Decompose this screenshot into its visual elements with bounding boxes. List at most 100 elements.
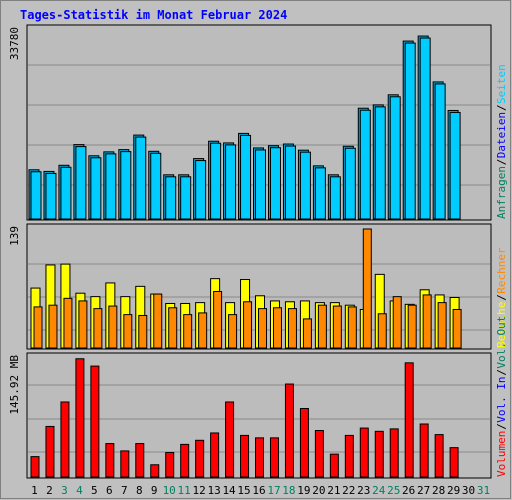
bar-rechner bbox=[258, 308, 268, 349]
bar-volumen bbox=[180, 443, 190, 478]
day-label: 28 bbox=[432, 484, 445, 497]
day-label: 5 bbox=[91, 484, 98, 497]
bar-rechner bbox=[138, 314, 148, 349]
day-label: 13 bbox=[207, 484, 220, 497]
bar-rechner bbox=[347, 306, 357, 349]
bar-rechner bbox=[452, 308, 462, 349]
bar-anfragen bbox=[299, 151, 311, 220]
day-label: 29 bbox=[447, 484, 460, 497]
legend-separator: / bbox=[495, 423, 508, 430]
legend-label-vol-in: Vol. In bbox=[495, 376, 508, 422]
bar-rechner bbox=[422, 294, 432, 349]
legend-label-vol-out: Vol. Out bbox=[495, 316, 508, 369]
legend-separator: / bbox=[495, 369, 508, 376]
day-label: 24 bbox=[372, 484, 386, 497]
bar-rechner bbox=[63, 297, 73, 349]
bar-anfragen bbox=[195, 160, 207, 220]
bar-volumen bbox=[210, 432, 220, 478]
bar-rechner bbox=[437, 302, 447, 349]
day-label: 20 bbox=[312, 484, 325, 497]
day-label: 27 bbox=[417, 484, 430, 497]
bar-volumen bbox=[165, 452, 175, 478]
day-label: 1 bbox=[31, 484, 38, 497]
bar-anfragen bbox=[255, 149, 267, 220]
bar-volumen bbox=[60, 401, 70, 478]
bar-rechner bbox=[228, 314, 238, 349]
day-label: 26 bbox=[402, 484, 415, 497]
legend-separator: / bbox=[495, 294, 508, 301]
bar-volumen bbox=[105, 443, 115, 478]
bar-rechner bbox=[392, 296, 402, 349]
day-label: 23 bbox=[357, 484, 370, 497]
bar-rechner bbox=[93, 308, 103, 349]
legend-label-seiten: Seiten bbox=[495, 64, 508, 104]
x-axis-day-labels: 1 2 3 4 5 6 7 8 9 10 11 12 13 14 15 16 17 18 19 20 21 22 23 24 2… bbox=[31, 484, 490, 497]
bar-anfragen bbox=[434, 83, 446, 220]
bar-anfragen bbox=[449, 111, 461, 220]
day-label: 31 bbox=[477, 484, 490, 497]
bar-anfragen bbox=[344, 147, 356, 220]
day-label: 25 bbox=[387, 484, 400, 497]
day-label: 16 bbox=[252, 484, 265, 497]
bar-volumen bbox=[150, 464, 160, 478]
bar-rechner bbox=[33, 306, 43, 349]
bar-anfragen bbox=[30, 171, 42, 220]
bar-rechner bbox=[168, 307, 178, 349]
day-label: 9 bbox=[151, 484, 158, 497]
bar-anfragen bbox=[105, 153, 117, 220]
bar-volumen bbox=[225, 401, 235, 478]
bar-rechner bbox=[377, 313, 387, 349]
day-label: 30 bbox=[462, 484, 475, 497]
day-label: 21 bbox=[327, 484, 340, 497]
bar-volumen bbox=[434, 434, 444, 478]
bar-volumen bbox=[90, 365, 100, 478]
bar-anfragen bbox=[389, 96, 401, 220]
chart-title: Tages-Statistik im Monat Februar 2024 bbox=[20, 8, 287, 22]
day-label: 12 bbox=[193, 484, 206, 497]
bar-rechner bbox=[78, 300, 88, 349]
bar-anfragen bbox=[165, 176, 177, 220]
bar-rechner bbox=[362, 228, 372, 349]
bar-anfragen bbox=[120, 151, 132, 220]
bar-volumen bbox=[120, 450, 130, 478]
bar-rechner bbox=[243, 301, 253, 349]
bar-anfragen bbox=[45, 172, 57, 220]
legend-label-anfragen: Anfragen bbox=[495, 166, 508, 219]
bar-rechner bbox=[213, 290, 223, 349]
bar-anfragen bbox=[419, 37, 431, 220]
day-label: 3 bbox=[61, 484, 68, 497]
legend-label-dateien: Dateien bbox=[495, 112, 508, 158]
bar-anfragen bbox=[359, 109, 371, 220]
day-label: 18 bbox=[282, 484, 295, 497]
bar-volumen bbox=[299, 407, 309, 478]
bar-volumen bbox=[75, 358, 85, 478]
bar-volumen bbox=[329, 453, 339, 478]
bar-anfragen bbox=[404, 42, 416, 220]
bar-volumen bbox=[240, 434, 250, 478]
day-label: 11 bbox=[178, 484, 191, 497]
bar-rechner bbox=[153, 293, 163, 349]
day-label: 14 bbox=[222, 484, 236, 497]
bar-anfragen bbox=[314, 167, 326, 220]
bar-volumen bbox=[45, 425, 55, 478]
day-label: 10 bbox=[163, 484, 176, 497]
day-label: 8 bbox=[136, 484, 143, 497]
bar-volumen bbox=[284, 383, 294, 478]
bar-volumen bbox=[344, 434, 354, 478]
bar-rechner bbox=[287, 308, 297, 349]
bar-anfragen bbox=[329, 176, 341, 220]
bar-anfragen bbox=[135, 136, 147, 220]
bar-volumen bbox=[135, 443, 145, 478]
bar-anfragen bbox=[150, 152, 162, 220]
bar-rechner bbox=[272, 307, 282, 349]
panel-middle: 139 Besuche/Rechner bbox=[8, 223, 508, 350]
day-label: 7 bbox=[121, 484, 128, 497]
day-label: 15 bbox=[237, 484, 250, 497]
bar-rechner bbox=[183, 314, 193, 349]
bar-volumen bbox=[404, 362, 414, 478]
